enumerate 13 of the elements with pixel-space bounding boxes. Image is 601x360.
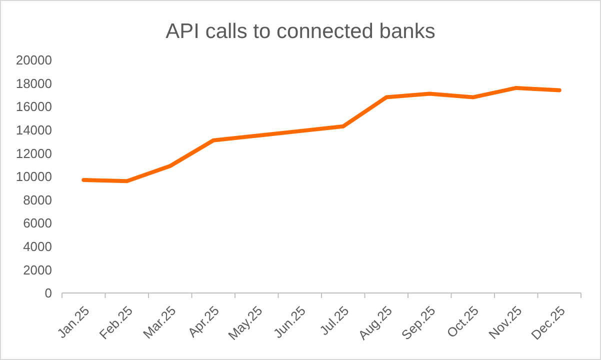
y-tick-label: 20000: [16, 52, 52, 68]
y-tick-label: 14000: [16, 122, 52, 138]
y-tick-label: 0: [44, 286, 52, 301]
line-series: [82, 86, 562, 184]
y-tick-label: 12000: [16, 146, 52, 161]
chart-title: API calls to connected banks: [166, 20, 436, 43]
y-tick-label: 6000: [23, 216, 52, 231]
y-tick-label: 8000: [23, 192, 52, 208]
y-tick-label: 16000: [16, 99, 52, 114]
y-tick-label: 18000: [16, 76, 52, 91]
y-tick-label: 2000: [23, 262, 52, 278]
y-tick-label: 10000: [16, 169, 52, 184]
y-tick-label: 4000: [23, 238, 52, 254]
